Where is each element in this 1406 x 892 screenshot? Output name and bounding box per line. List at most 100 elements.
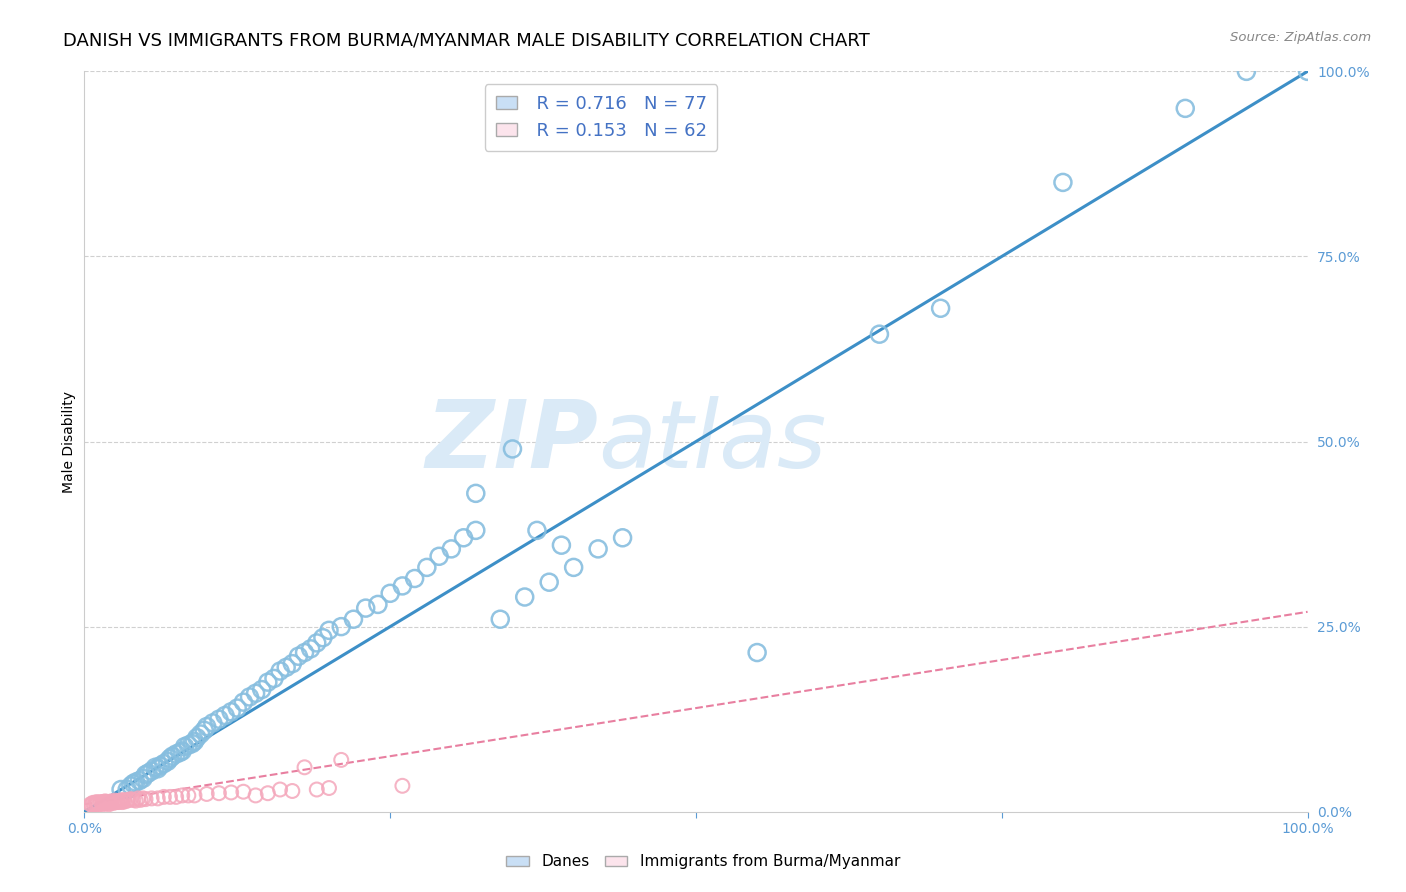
Point: [269, 664, 291, 678]
Point: [100, 794, 122, 808]
Text: DANISH VS IMMIGRANTS FROM BURMA/MYANMAR MALE DISABILITY CORRELATION CHART: DANISH VS IMMIGRANTS FROM BURMA/MYANMAR …: [63, 31, 870, 49]
Point: [464, 524, 486, 538]
Point: [250, 682, 273, 697]
Point: [208, 712, 231, 726]
Point: [172, 744, 194, 758]
Point: [93, 796, 115, 810]
Point: [153, 789, 176, 804]
Point: [427, 549, 450, 564]
Point: [489, 612, 512, 626]
Point: [245, 686, 267, 700]
Legend: Danes, Immigrants from Burma/Myanmar: Danes, Immigrants from Burma/Myanmar: [499, 848, 907, 875]
Point: [83, 797, 105, 812]
Point: [104, 794, 127, 808]
Point: [183, 734, 205, 748]
Point: [86, 797, 108, 812]
Point: [391, 779, 413, 793]
Point: [201, 715, 224, 730]
Point: [367, 598, 389, 612]
Legend:   R = 0.716   N = 77,   R = 0.153   N = 62: R = 0.716 N = 77, R = 0.153 N = 62: [485, 84, 717, 151]
Point: [232, 695, 254, 709]
Point: [404, 572, 426, 586]
Point: [156, 755, 179, 769]
Point: [115, 782, 138, 797]
Point: [330, 753, 353, 767]
Point: [94, 794, 117, 808]
Point: [440, 541, 463, 556]
Point: [186, 731, 208, 745]
Point: [103, 796, 125, 810]
Point: [136, 766, 159, 780]
Point: [135, 767, 157, 781]
Point: [135, 792, 157, 806]
Point: [125, 775, 148, 789]
Point: [287, 649, 309, 664]
Point: [869, 327, 891, 342]
Point: [195, 787, 218, 801]
Point: [281, 657, 304, 671]
Point: [453, 531, 475, 545]
Point: [1052, 175, 1074, 190]
Point: [245, 789, 267, 803]
Point: [141, 791, 163, 805]
Point: [305, 636, 328, 650]
Point: [128, 773, 150, 788]
Point: [232, 785, 254, 799]
Point: [153, 756, 176, 771]
Point: [82, 796, 104, 810]
Point: [98, 796, 121, 810]
Point: [79, 797, 101, 812]
Point: [162, 749, 184, 764]
Point: [318, 624, 340, 638]
Text: ZIP: ZIP: [425, 395, 598, 488]
Point: [219, 705, 242, 719]
Point: [526, 524, 548, 538]
Point: [143, 760, 166, 774]
Point: [105, 795, 128, 809]
Point: [183, 789, 205, 803]
Point: [269, 782, 291, 797]
Point: [181, 737, 204, 751]
Point: [117, 793, 139, 807]
Point: [87, 797, 110, 812]
Point: [112, 793, 135, 807]
Point: [96, 795, 118, 809]
Point: [122, 793, 145, 807]
Point: [214, 708, 236, 723]
Point: [165, 747, 187, 761]
Point: [141, 764, 163, 778]
Point: [165, 789, 187, 804]
Point: [312, 631, 335, 645]
Point: [195, 720, 218, 734]
Point: [305, 782, 328, 797]
Point: [193, 723, 215, 738]
Point: [159, 789, 181, 804]
Point: [149, 759, 172, 773]
Point: [146, 762, 169, 776]
Point: [90, 796, 112, 810]
Point: [110, 782, 132, 797]
Point: [87, 796, 110, 810]
Point: [257, 786, 280, 800]
Y-axis label: Male Disability: Male Disability: [62, 391, 76, 492]
Point: [172, 789, 194, 803]
Point: [208, 786, 231, 800]
Point: [550, 538, 572, 552]
Point: [146, 791, 169, 805]
Point: [464, 486, 486, 500]
Point: [132, 791, 155, 805]
Point: [110, 794, 132, 808]
Point: [80, 797, 103, 812]
Point: [120, 779, 142, 793]
Text: Source: ZipAtlas.com: Source: ZipAtlas.com: [1230, 31, 1371, 45]
Point: [257, 675, 280, 690]
Point: [115, 794, 138, 808]
Point: [281, 784, 304, 798]
Point: [612, 531, 634, 545]
Point: [101, 795, 124, 809]
Point: [122, 776, 145, 790]
Point: [263, 672, 285, 686]
Point: [91, 795, 114, 809]
Point: [177, 789, 200, 803]
Point: [105, 794, 128, 808]
